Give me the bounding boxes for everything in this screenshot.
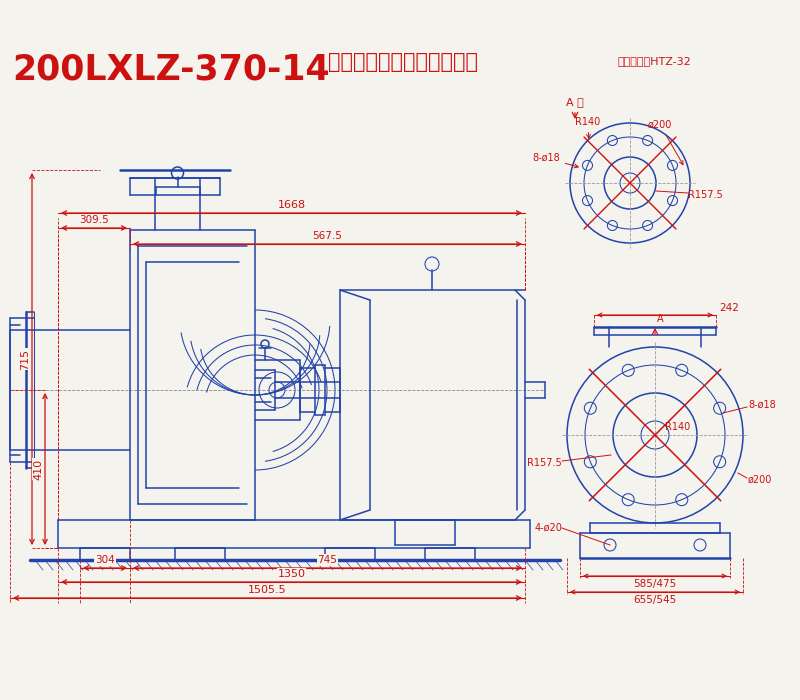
Text: R140: R140 [665, 422, 690, 432]
Text: 304: 304 [95, 555, 115, 565]
Text: R157.5: R157.5 [688, 190, 722, 200]
Text: 309.5: 309.5 [79, 215, 109, 225]
Text: R157.5: R157.5 [527, 458, 562, 468]
Text: A: A [657, 314, 664, 324]
Text: 4-ø20: 4-ø20 [534, 523, 562, 533]
Text: 8-ø18: 8-ø18 [748, 400, 776, 410]
Text: 585/475: 585/475 [634, 579, 677, 589]
Text: 242: 242 [719, 303, 739, 313]
Text: 200LXLZ-370-14: 200LXLZ-370-14 [12, 52, 330, 86]
Text: 745: 745 [318, 555, 338, 565]
Text: 1350: 1350 [278, 569, 306, 579]
Text: R140: R140 [575, 117, 600, 138]
Text: 567.5: 567.5 [313, 231, 342, 241]
Text: ø200: ø200 [648, 120, 683, 164]
Text: 8-ø18: 8-ø18 [532, 153, 578, 168]
Text: 655/545: 655/545 [634, 595, 677, 605]
Text: 底座代号：HTZ-32: 底座代号：HTZ-32 [618, 56, 692, 66]
Text: 410: 410 [33, 458, 43, 480]
Text: 1668: 1668 [278, 200, 306, 210]
Text: ø200: ø200 [748, 475, 772, 485]
Text: 型纸浆泵外形图及安装尺寸: 型纸浆泵外形图及安装尺寸 [328, 52, 478, 72]
Text: 715: 715 [20, 349, 30, 370]
Text: 1505.5: 1505.5 [248, 585, 287, 595]
Text: A 向: A 向 [566, 97, 584, 107]
